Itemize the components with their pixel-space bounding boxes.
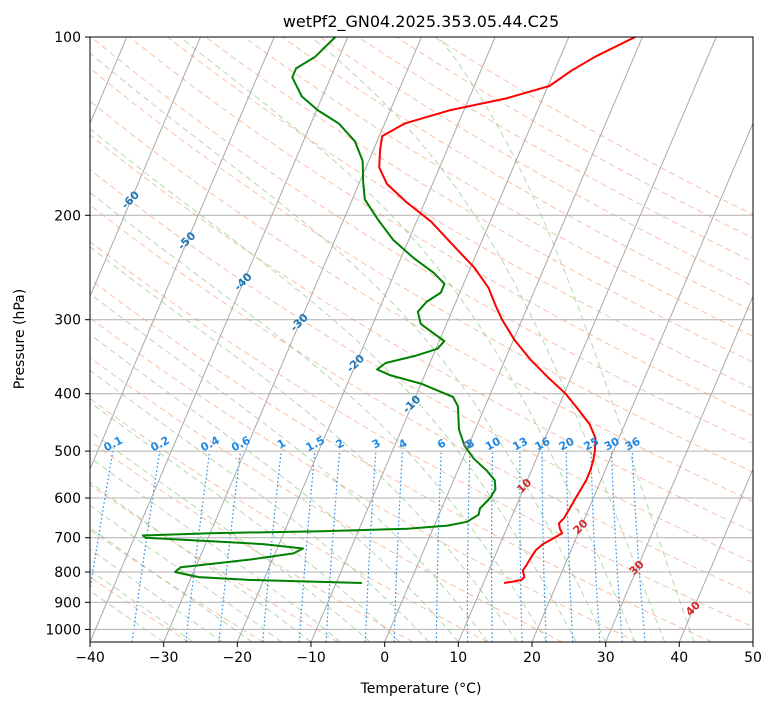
dry-adiabat-line: [90, 484, 339, 642]
moist-adiabat-line: [90, 569, 194, 642]
x-axis-label: Temperature (°C): [360, 681, 482, 697]
moist-adiabat-line: [90, 548, 223, 642]
dry-adiabat-line: [90, 168, 753, 564]
mixing-ratio-label: 20: [557, 435, 577, 454]
moist-adiabat-line: [90, 401, 400, 642]
moist-adiabat-line: [90, 52, 607, 642]
moist-adiabat-line: [90, 191, 548, 642]
isotherm-line: [752, 640, 753, 642]
y-tick-label: 100: [54, 30, 81, 46]
x-tick-label: −30: [149, 650, 179, 666]
isotherm-line: [531, 122, 753, 642]
moist-adiabat-line: [90, 457, 341, 642]
plot-frame: [89, 36, 754, 643]
isotherm-line: [310, 37, 570, 642]
mixing-ratio-line: [218, 451, 242, 642]
pressure-gridlines: [90, 37, 753, 630]
x-tick-label: 40: [670, 650, 688, 666]
y-tick-label: 600: [54, 491, 81, 507]
chart-title: wetPf2_GN04.2025.353.05.44.C25: [283, 12, 559, 32]
moist-adiabats: [90, 37, 695, 642]
dry-adiabat-line: [90, 241, 753, 628]
isotherm-line: [457, 37, 717, 642]
dry-adiabat-line: [90, 317, 638, 642]
mixing-ratio-label: 16: [533, 435, 553, 454]
temperature-profile-line: [378, 37, 636, 584]
y-tick-label: 500: [54, 444, 81, 460]
x-tick-label: 10: [449, 650, 467, 666]
moist-adiabat-line: [90, 504, 282, 642]
mixing-ratio-label: 36: [623, 435, 643, 454]
isotherm-line: [90, 37, 201, 298]
isotherm-lines: [90, 37, 753, 642]
isotherm-line: [90, 37, 275, 471]
x-tick-label: −40: [75, 650, 105, 666]
dry-adiabat-line: [90, 134, 753, 533]
y-tick-label: 400: [54, 387, 81, 403]
y-axis-ticks: 100 200 300 400 500 600 700 800 900 1000: [45, 30, 90, 638]
y-tick-label: 800: [54, 565, 81, 581]
mixing-ratio-line: [298, 451, 316, 642]
moist-adiabat-line: [90, 128, 577, 642]
x-tick-label: 30: [597, 650, 615, 666]
dewpoint-profile-line: [141, 37, 497, 584]
x-tick-label: −20: [223, 650, 253, 666]
moist-adiabat-line: [311, 37, 666, 642]
dry-adiabat-line: [129, 37, 753, 417]
moist-adiabat-line: [438, 37, 695, 642]
mixing-ratio-label: 25: [582, 435, 602, 454]
moist-adiabat-line: [90, 590, 164, 642]
x-tick-label: −10: [296, 650, 326, 666]
dry-adiabat-line: [90, 397, 488, 642]
x-axis-ticks: −40 −30 −20 −10 0 10 20 30 40 50: [75, 642, 762, 666]
y-tick-label: 900: [54, 595, 81, 611]
mixing-ratio-label: 10: [483, 435, 503, 454]
x-tick-label: 50: [744, 650, 762, 666]
mixing-ratio-line: [185, 451, 211, 642]
dry-adiabat-line: [90, 100, 753, 503]
isotherm-line: [605, 295, 753, 642]
mixing-ratio-line: [90, 450, 114, 594]
dry-adiabat-line: [90, 356, 563, 642]
dry-adiabat-line: [90, 278, 712, 642]
moist-adiabat-line: [90, 430, 371, 642]
x-tick-label: 0: [380, 650, 389, 666]
moist-adiabat-line: [179, 37, 636, 642]
moist-adiabat-line: [90, 481, 312, 642]
y-axis-label: Pressure (hPa): [12, 289, 28, 389]
sounding-profiles: [141, 37, 636, 584]
moist-adiabat-line: [90, 246, 518, 642]
y-tick-label: 200: [54, 208, 81, 224]
dry-adiabat-line: [90, 204, 753, 595]
moist-adiabat-line: [90, 333, 459, 642]
isotherm-line: [90, 37, 349, 642]
y-tick-label: 300: [54, 313, 81, 329]
mixing-ratio-label: 13: [510, 435, 530, 454]
dry-adiabat-line: [243, 37, 753, 337]
dry-adiabat-line: [90, 529, 264, 642]
mixing-ratio-line: [631, 451, 646, 642]
dry-adiabats: [90, 37, 753, 642]
mixing-ratio-line: [262, 451, 282, 642]
y-tick-label: 1000: [45, 622, 81, 638]
moist-adiabat-line: [90, 527, 253, 642]
isotherm-line: [236, 37, 496, 642]
x-tick-label: 20: [523, 650, 541, 666]
isotherm-line: [678, 467, 753, 642]
mixing-ratio-label: 30: [602, 435, 622, 454]
dry-adiabat-line: [281, 37, 753, 312]
y-tick-label: 700: [54, 531, 81, 547]
mixing-ratio-labels: 0.1 0.2 0.4 0.6 1 1.5 2 3 4 6 8 10 13 16 20 25 30 36: [102, 434, 643, 455]
moist-adiabat-line: [90, 293, 489, 642]
